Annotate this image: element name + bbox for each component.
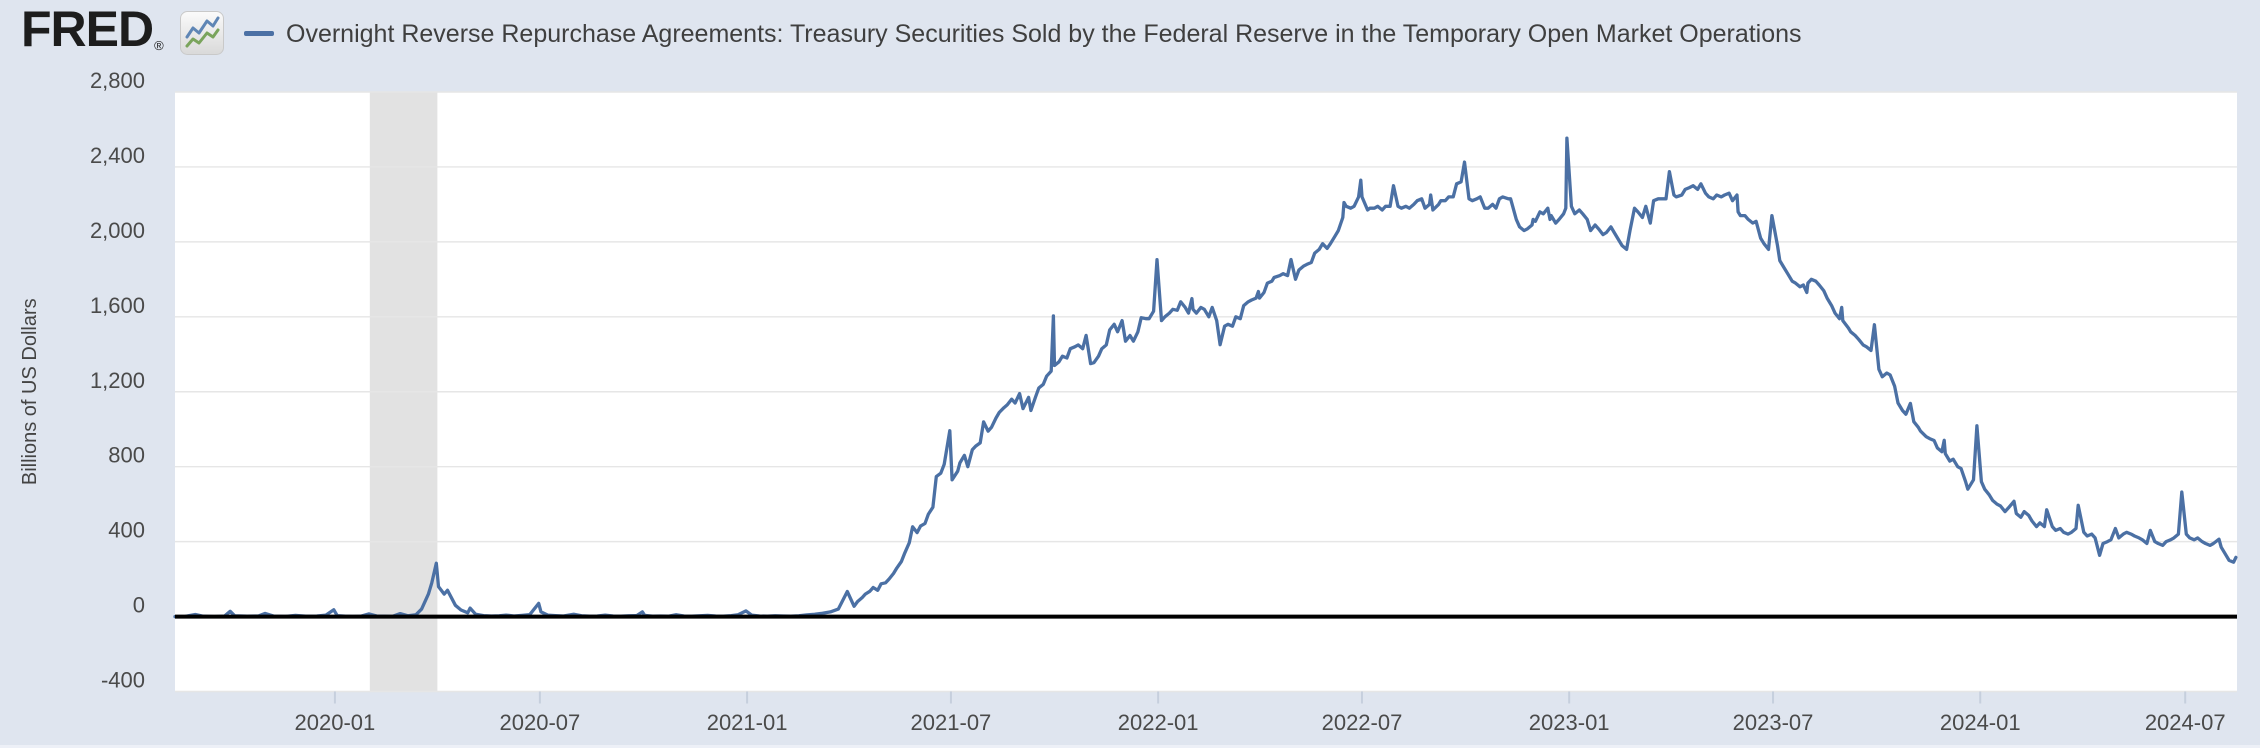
x-tick-label: 2024-01 xyxy=(1940,710,2021,735)
y-tick-label: 0 xyxy=(133,593,145,618)
y-tick-label: 2,400 xyxy=(90,143,145,168)
chart-header: FRED® Overnight Reverse Repurchase Agree… xyxy=(0,0,2260,60)
x-tick-label: 2021-07 xyxy=(911,710,992,735)
y-tick-label: 2,800 xyxy=(90,68,145,93)
y-tick-label: -400 xyxy=(101,668,145,693)
icon-background xyxy=(180,11,224,55)
y-tick-label: 800 xyxy=(108,443,145,468)
icon-blue-trend-line xyxy=(185,16,220,39)
x-tick-label: 2020-07 xyxy=(500,710,581,735)
fred-chart-icon xyxy=(180,11,224,55)
x-tick-label: 2021-01 xyxy=(707,710,788,735)
x-tick-label: 2022-01 xyxy=(1118,710,1199,735)
x-tick-label: 2023-07 xyxy=(1733,710,1814,735)
icon-green-trend-line xyxy=(185,28,220,48)
fred-logo-text: FRED xyxy=(21,1,154,57)
series-title: Overnight Reverse Repurchase Agreements:… xyxy=(286,20,1802,48)
bottom-edge-strip xyxy=(0,745,2260,748)
y-tick-label: 2,000 xyxy=(90,218,145,243)
x-tick-label: 2023-01 xyxy=(1529,710,1610,735)
x-tick-label: 2022-07 xyxy=(1322,710,1403,735)
x-tick-label: 2020-01 xyxy=(295,710,376,735)
y-axis-title: Billions of US Dollars xyxy=(19,298,41,485)
y-tick-label: 1,600 xyxy=(90,293,145,318)
y-tick-label: 1,200 xyxy=(90,368,145,393)
legend-line-sample xyxy=(244,31,274,36)
x-tick-label: 2024-07 xyxy=(2145,710,2226,735)
y-tick-label: 400 xyxy=(108,518,145,543)
fred-logo[interactable]: FRED® xyxy=(21,1,164,71)
registered-trademark: ® xyxy=(154,38,164,53)
